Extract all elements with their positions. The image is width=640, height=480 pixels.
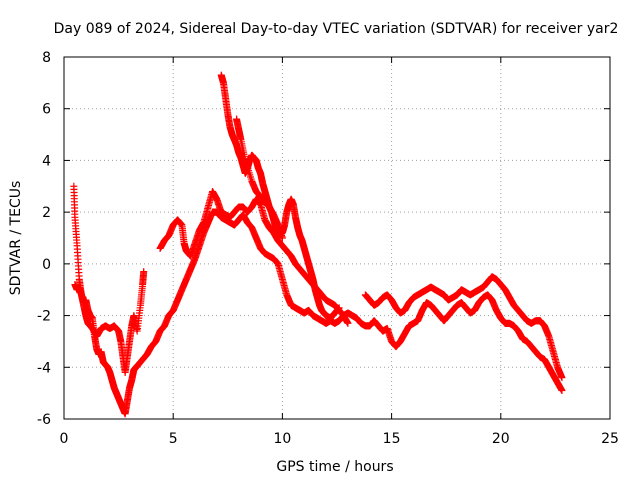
y-tick-label: 8 (42, 50, 51, 66)
y-tick-label: 0 (42, 257, 51, 273)
y-axis-label: SDTVAR / TECUs (8, 181, 24, 296)
plus-marker (558, 374, 566, 382)
plus-marker (140, 268, 148, 276)
plus-marker (335, 304, 343, 312)
series-track-c (156, 187, 352, 327)
y-tick-label: -4 (37, 360, 51, 376)
x-tick-label: 20 (492, 431, 510, 447)
plot-border (63, 56, 611, 420)
plus-marker (558, 387, 566, 395)
y-tick-label: 4 (42, 153, 51, 169)
x-tick-label: 15 (383, 431, 401, 447)
plot-frame (63, 56, 611, 420)
series-track-b (71, 208, 566, 418)
chart-title: Day 089 of 2024, Sidereal Day-to-day VTE… (54, 21, 619, 37)
series-track-f (361, 273, 566, 382)
series-track-e (233, 115, 286, 242)
x-tick-label: 0 (60, 431, 69, 447)
x-axis-label: GPS time / hours (276, 459, 393, 475)
grid-lines (64, 57, 610, 419)
y-tick-label: -2 (37, 309, 51, 325)
y-tick-label: -6 (37, 412, 51, 428)
x-tick-label: 25 (601, 431, 619, 447)
y-tick-label: 6 (42, 102, 51, 118)
x-tick-label: 5 (169, 431, 178, 447)
plus-marker (344, 319, 352, 327)
series-track-d (217, 71, 343, 322)
y-tick-label: 2 (42, 205, 51, 221)
y-axis-ticks: -6 -4 -2 0 2 4 6 8 (37, 50, 610, 428)
x-axis-ticks: 0 5 10 15 20 25 (60, 57, 619, 447)
data-points (70, 71, 566, 418)
x-tick-label: 10 (273, 431, 291, 447)
plus-marker (278, 234, 286, 242)
